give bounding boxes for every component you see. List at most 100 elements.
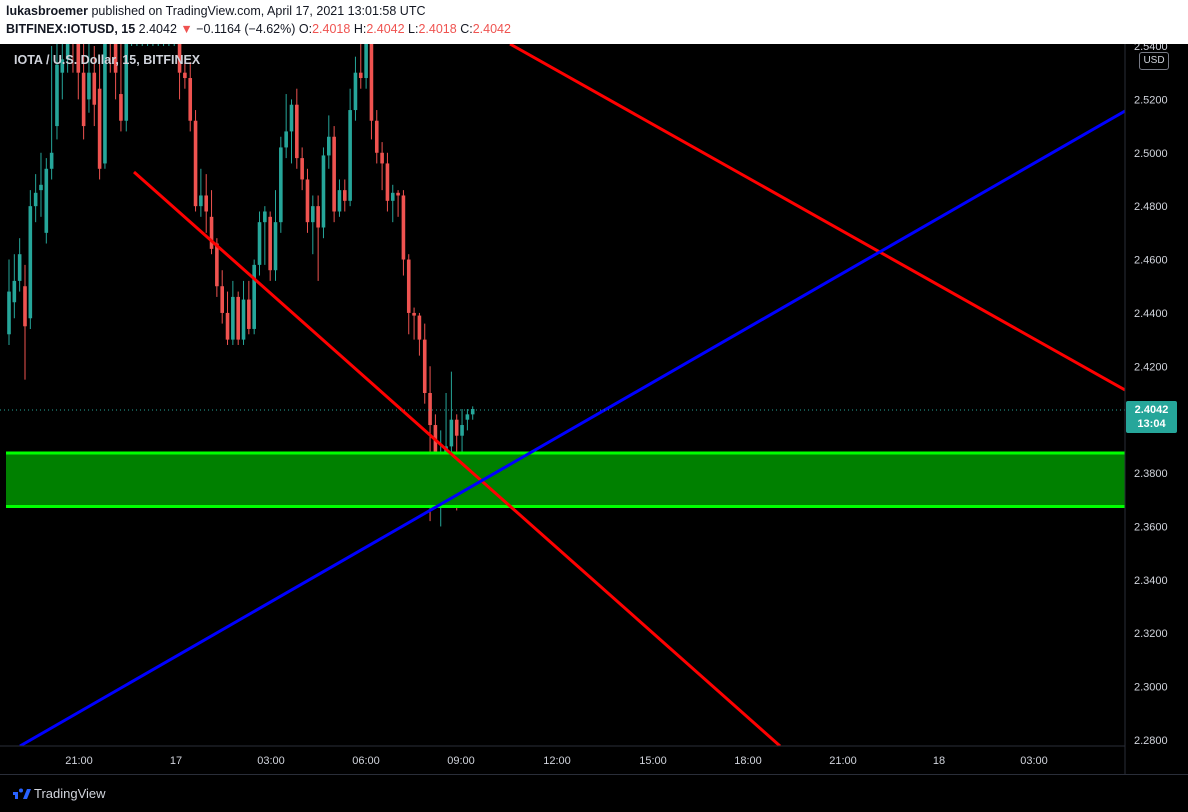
- candle-body: [390, 192, 395, 201]
- time-tick-label: 15:00: [639, 755, 667, 767]
- author-name[interactable]: lukasbroemer: [6, 4, 88, 18]
- candle-body: [177, 44, 182, 73]
- candle-body: [406, 259, 411, 313]
- candle-body: [385, 163, 390, 201]
- footer: TradingView: [0, 774, 1188, 812]
- candle-body: [65, 44, 70, 60]
- candle-body: [289, 104, 294, 132]
- candle-body: [273, 222, 278, 271]
- support-zone[interactable]: [6, 451, 1125, 508]
- candle-body: [465, 414, 470, 420]
- chart-legend: IOTA / U.S. Dollar, 15, BITFINEX: [14, 53, 201, 67]
- chart-background: [0, 44, 1188, 774]
- publish-header: lukasbroemer published on TradingView.co…: [0, 0, 1188, 44]
- candle-body: [470, 409, 475, 415]
- candle-body: [316, 206, 320, 228]
- candle-body: [321, 155, 326, 228]
- candle-body: [97, 88, 102, 169]
- last-price-tag-value: 2.4042: [1134, 404, 1169, 416]
- low-value: 2.4018: [418, 22, 457, 36]
- price-tick-label: 2.3200: [1134, 628, 1168, 640]
- price-tick-label: 2.4200: [1134, 361, 1168, 373]
- last-price: 2.4042: [138, 22, 177, 36]
- candle-body: [369, 44, 374, 121]
- time-tick-label: 12:00: [543, 755, 571, 767]
- price-tick-label: 2.3600: [1134, 521, 1168, 533]
- time-tick-label: 21:00: [65, 755, 93, 767]
- candle-body: [199, 195, 203, 207]
- time-tick-label: 09:00: [447, 755, 475, 767]
- candle-body: [454, 419, 459, 436]
- publish-line: lukasbroemer published on TradingView.co…: [6, 4, 425, 18]
- candle-body: [49, 152, 54, 169]
- candle-body: [241, 299, 246, 340]
- footer-brand[interactable]: TradingView: [34, 786, 106, 801]
- candle-body: [17, 254, 22, 281]
- time-tick-label: 18: [933, 755, 945, 767]
- candle-body: [183, 72, 187, 79]
- candle-body: [279, 147, 283, 223]
- close-value: 2.4042: [472, 22, 511, 36]
- candle-body: [215, 243, 219, 287]
- price-tick-label: 2.4600: [1134, 255, 1168, 267]
- candle-body: [460, 425, 464, 436]
- candle-body: [396, 192, 400, 196]
- candle-body: [380, 152, 384, 164]
- change-value: −0.1164 (−4.62%): [196, 22, 296, 36]
- open-label: O:: [298, 22, 313, 36]
- candle-body: [327, 136, 331, 156]
- price-chart[interactable]: 2.5400 2.5200 2.5000 2.4800 2.4600 2.4400 2.42…: [0, 44, 1188, 774]
- high-label: H:: [353, 22, 367, 36]
- candles-layer: [7, 44, 475, 527]
- candle-body: [364, 44, 368, 79]
- close-label: C:: [460, 22, 473, 36]
- currency-badge[interactable]: USD: [1139, 52, 1169, 70]
- candle-body: [33, 192, 38, 207]
- candle-body: [225, 312, 230, 340]
- open-value: 2.4018: [312, 22, 351, 36]
- candle-body: [433, 425, 438, 474]
- trendlines-layer[interactable]: [19, 44, 1125, 746]
- candle-body: [23, 286, 27, 327]
- candle-body: [28, 206, 33, 319]
- candle-body: [188, 78, 193, 121]
- price-tick-label: 2.2800: [1134, 735, 1168, 747]
- time-tick-label: 06:00: [352, 755, 380, 767]
- time-tick-label: 21:00: [829, 755, 857, 767]
- price-tick-label: 2.3000: [1134, 682, 1168, 694]
- candle-body: [305, 179, 310, 223]
- time-tick-label: 03:00: [257, 755, 285, 767]
- tradingview-logo-icon[interactable]: [12, 786, 32, 800]
- candle-body: [76, 44, 81, 73]
- candle-body: [401, 195, 406, 260]
- candle-body: [295, 104, 299, 159]
- symbol-label: BITFINEX:IOTUSD, 15: [6, 22, 136, 36]
- candle-body: [236, 296, 240, 340]
- candle-body: [252, 264, 256, 329]
- candle-body: [113, 44, 118, 73]
- candle-body: [247, 299, 251, 329]
- high-value: 2.4042: [366, 22, 405, 36]
- price-tick-label: 2.4800: [1134, 201, 1168, 213]
- support-zone-fill: [6, 453, 1125, 507]
- candle-body: [268, 216, 272, 271]
- candle-body: [60, 59, 65, 73]
- low-label: L:: [408, 22, 419, 36]
- candle-body: [263, 211, 267, 223]
- price-tick-label: 2.3800: [1134, 468, 1168, 480]
- down-arrow-icon: ▼: [180, 22, 193, 36]
- time-tick-label: 17: [170, 755, 182, 767]
- candle-body: [332, 136, 336, 212]
- candle-body: [7, 291, 11, 335]
- published-text: published on TradingView.com, April 17, …: [91, 4, 426, 18]
- price-tick-label: 2.3400: [1134, 575, 1168, 587]
- candle-body: [337, 190, 342, 212]
- time-axis[interactable]: 21:00 17 03:00 06:00 09:00 12:00 15:00 18:00 21:…: [65, 755, 1048, 767]
- price-tick-label: 2.5000: [1134, 148, 1168, 160]
- candle-body: [284, 131, 288, 148]
- countdown-value: 13:04: [1137, 418, 1166, 430]
- candle-body: [39, 184, 43, 191]
- candle-body: [300, 158, 304, 180]
- candle-body: [204, 195, 209, 212]
- candle-body: [231, 296, 235, 340]
